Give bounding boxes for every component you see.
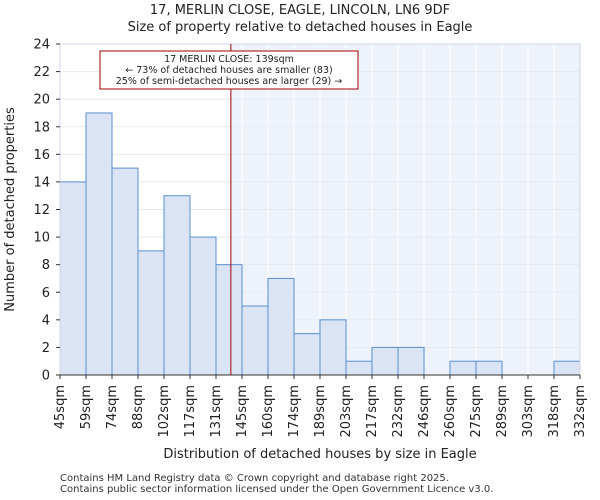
y-tick-label: 18 (33, 120, 50, 135)
histogram-bar (189, 236, 217, 376)
x-tick-label: 189sqm (313, 385, 328, 438)
histogram-bar (163, 195, 191, 376)
y-tick-label: 4 (42, 313, 50, 328)
y-axis-label: Number of detached properties (3, 107, 18, 312)
histogram-bar (293, 333, 321, 376)
y-tick-label: 2 (42, 341, 50, 356)
y-tick-label: 8 (42, 258, 50, 273)
x-axis-label: Distribution of detached houses by size … (163, 447, 476, 462)
histogram-bar (319, 319, 347, 376)
y-tick-label: 16 (33, 148, 50, 163)
histogram-bar (397, 346, 425, 376)
histogram-bar (475, 360, 503, 376)
annotation-line: 25% of semi-detached houses are larger (… (116, 76, 343, 87)
annotation-line: 17 MERLIN CLOSE: 139sqm (164, 54, 294, 65)
annotation-line: ← 73% of detached houses are smaller (83… (125, 65, 332, 76)
x-tick-label: 260sqm (443, 385, 458, 438)
x-tick-label: 145sqm (235, 385, 250, 438)
histogram-bar (371, 346, 399, 376)
x-tick-label: 232sqm (391, 385, 406, 438)
y-tick-label: 0 (42, 369, 50, 384)
x-tick-label: 203sqm (339, 385, 354, 438)
y-tick-label: 14 (33, 175, 50, 190)
x-tick-label: 275sqm (469, 385, 484, 438)
x-tick-label: 303sqm (521, 385, 536, 438)
annotation-box (99, 50, 359, 90)
x-tick-label: 102sqm (157, 385, 172, 438)
histogram-bar (449, 360, 477, 376)
histogram-bar (111, 167, 139, 376)
x-tick-label: 131sqm (209, 385, 224, 438)
x-tick-label: 160sqm (261, 385, 276, 438)
histogram-bar (137, 250, 165, 376)
x-tick-label: 246sqm (417, 385, 432, 438)
histogram-bar (215, 264, 243, 376)
footer-line-2: Contains public sector information licen… (60, 484, 494, 495)
x-tick-label: 45sqm (53, 385, 68, 429)
x-tick-label: 88sqm (131, 385, 146, 429)
y-tick-label: 12 (33, 203, 50, 218)
y-tick-label: 6 (42, 286, 50, 301)
x-tick-label: 74sqm (105, 385, 120, 429)
x-tick-label: 289sqm (495, 385, 510, 438)
histogram-bar (85, 112, 113, 376)
x-tick-label: 318sqm (547, 385, 562, 438)
y-tick-label: 20 (33, 93, 50, 108)
histogram-bar (267, 277, 295, 376)
chart-title: 17, MERLIN CLOSE, EAGLE, LINCOLN, LN6 9D… (149, 3, 451, 18)
x-tick-label: 217sqm (365, 385, 380, 438)
histogram-bar (553, 360, 581, 376)
footer-line-1: Contains HM Land Registry data © Crown c… (60, 473, 449, 484)
x-tick-label: 174sqm (287, 385, 302, 438)
y-tick-label: 10 (33, 231, 50, 246)
y-tick-label: 22 (33, 65, 50, 80)
x-tick-label: 332sqm (573, 385, 588, 438)
histogram-bar (345, 360, 373, 376)
x-tick-label: 59sqm (79, 385, 94, 429)
histogram-bar (59, 181, 87, 376)
chart-subtitle: Size of property relative to detached ho… (127, 20, 473, 35)
histogram-bar (241, 305, 269, 376)
x-tick-label: 117sqm (183, 385, 198, 438)
y-tick-label: 24 (33, 38, 50, 53)
